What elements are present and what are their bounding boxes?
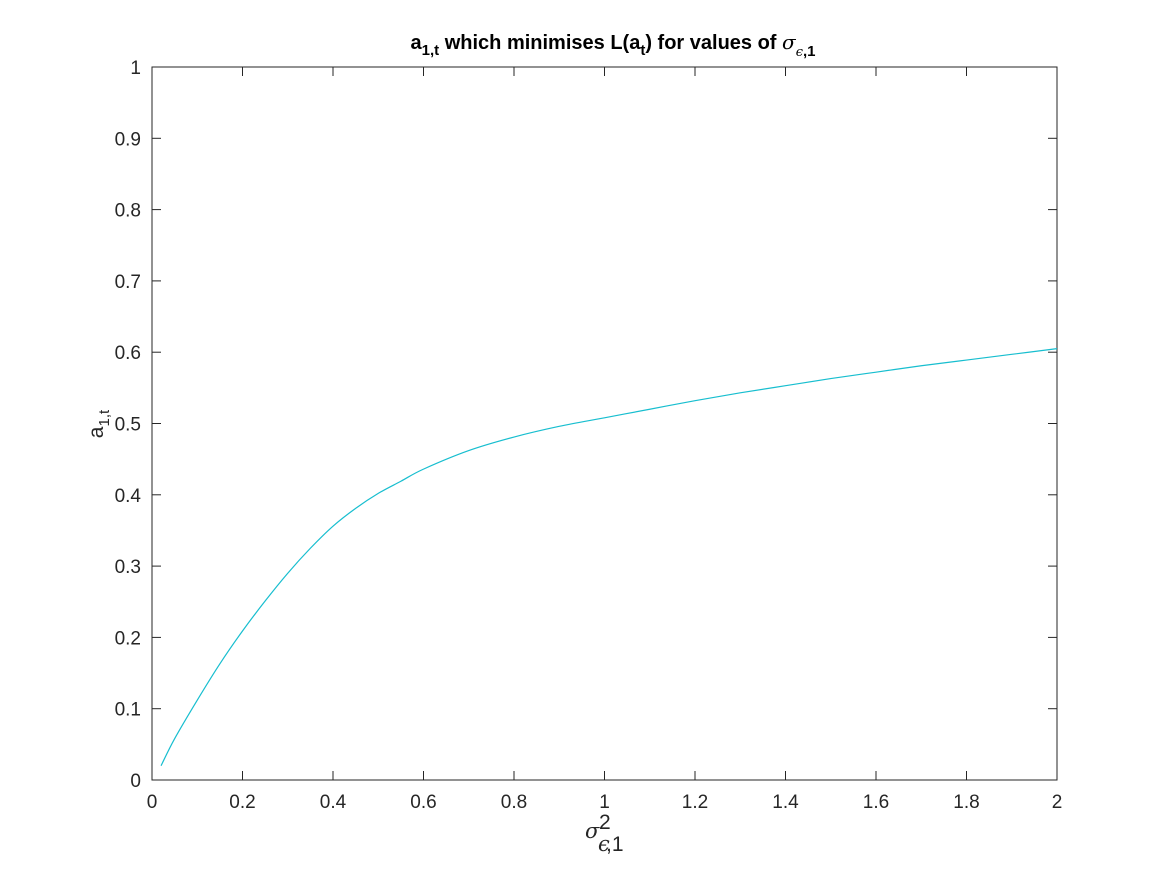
ylabel-text: a1,t (85, 409, 113, 438)
xlabel-sub-eps: ϵ (598, 832, 610, 856)
y-tick-label: 0.7 (115, 272, 141, 293)
y-tick-label: 0.8 (115, 201, 141, 222)
xlabel-sigma: σ (585, 819, 600, 843)
y-tick-label: 0.5 (115, 415, 141, 436)
title-sub-eps: ϵ (796, 45, 804, 60)
y-axis-ticks: 0 0.1 0.2 0.3 0.4 0.5 0.6 0.7 0.8 0.9 1 (115, 58, 1057, 792)
ylabel-a: a (85, 426, 108, 438)
x-tick-label: 1.8 (953, 792, 979, 813)
y-tick-label: 1 (130, 58, 141, 79)
plot-area (151, 66, 1058, 781)
x-axis-label: σ 2 ϵ ,1 (585, 811, 624, 856)
y-tick-label: 0.2 (115, 628, 141, 649)
x-tick-label: 2 (1052, 792, 1063, 813)
title-end: ) for values of (645, 32, 782, 54)
title-mid: which minimises L(a (439, 32, 641, 54)
title-sub-t: t (640, 42, 645, 59)
x-tick-label: 1.6 (863, 792, 889, 813)
y-tick-label: 0.3 (115, 557, 141, 578)
y-tick-label: 0.1 (115, 700, 141, 721)
y-tick-label: 0.4 (115, 486, 142, 507)
x-tick-label: 1.4 (772, 792, 799, 813)
x-tick-label: 0.8 (501, 792, 527, 813)
xlabel-sub-rest: ,1 (606, 833, 624, 856)
x-tick-label: 0.6 (410, 792, 436, 813)
xlabel-sup: 2 (599, 811, 611, 834)
series-line (160, 348, 1058, 767)
y-tick-label: 0.9 (115, 129, 141, 150)
title-sub-rest: ,1 (803, 43, 816, 60)
x-axis-ticks: 0 0.2 0.4 0.6 0.8 1 1.2 1.4 1.6 1.8 2 (147, 67, 1063, 813)
y-axis-label: a1,t (85, 409, 113, 438)
x-tick-label: 0.4 (320, 792, 347, 813)
y-tick-label: 0.6 (115, 343, 141, 364)
x-tick-label: 1 (599, 792, 610, 813)
title-sub-1t: 1,t (422, 42, 440, 59)
title-a: a (411, 32, 423, 54)
x-tick-label: 1.2 (682, 792, 708, 813)
ylabel-sub: 1,t (96, 409, 113, 427)
chart-title: a1,t which minimises L(at) for values of… (411, 30, 816, 60)
x-tick-label: 0.2 (229, 792, 255, 813)
y-tick-label: 0 (130, 771, 141, 792)
x-tick-label: 0 (147, 792, 158, 813)
title-sigma: σ (782, 30, 797, 54)
